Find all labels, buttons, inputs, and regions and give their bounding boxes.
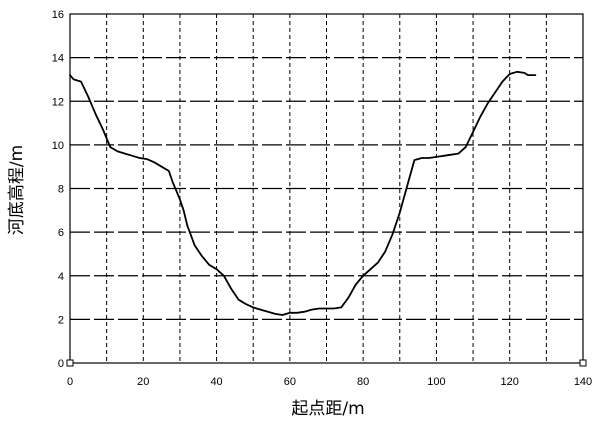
y-tick-label-0: 0 xyxy=(58,358,64,370)
series-layer xyxy=(69,70,537,316)
x-tick-label-6: 120 xyxy=(501,376,519,388)
y-tick-label-3: 6 xyxy=(58,227,64,239)
y-axis-title: 河底高程/m xyxy=(7,145,27,235)
y-tick-label-6: 12 xyxy=(52,96,64,108)
y-tick-label-5: 10 xyxy=(52,140,64,152)
plot-frame xyxy=(69,13,584,364)
axes xyxy=(66,13,587,367)
x-tick-label-7: 140 xyxy=(574,376,592,388)
x-tick-label-5: 100 xyxy=(427,376,445,388)
x-tick-label-3: 60 xyxy=(284,376,296,388)
y-tick-label-7: 14 xyxy=(52,53,64,65)
y-tick-label-8: 16 xyxy=(52,9,64,21)
origin-marker xyxy=(66,359,74,367)
x-end-marker xyxy=(579,359,587,367)
series-line-0 xyxy=(69,70,537,316)
y-tick-label-1: 2 xyxy=(58,314,64,326)
y-tick-label-4: 8 xyxy=(58,184,64,196)
x-axis-title: 起点距/m xyxy=(291,399,364,419)
x-tick-label-4: 80 xyxy=(357,376,369,388)
x-tick-label-2: 40 xyxy=(210,376,222,388)
x-tick-label-0: 0 xyxy=(67,376,73,388)
y-tick-label-2: 4 xyxy=(58,271,64,283)
tick-labels: 0 20 40 60 80 100 120 140 0 2 4 6 8 10 12 14 16 xyxy=(52,9,592,388)
grid-lines xyxy=(70,14,583,363)
x-tick-label-1: 20 xyxy=(137,376,149,388)
